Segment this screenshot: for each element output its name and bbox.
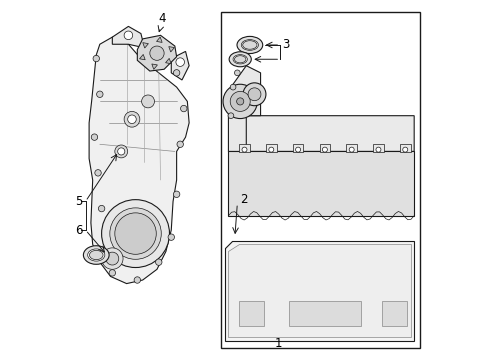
Circle shape (243, 83, 265, 106)
Circle shape (247, 88, 261, 101)
Circle shape (127, 115, 136, 123)
Ellipse shape (83, 246, 109, 264)
Circle shape (173, 191, 180, 198)
Bar (319, 144, 329, 152)
Ellipse shape (89, 250, 103, 260)
Circle shape (223, 84, 257, 118)
Polygon shape (165, 58, 171, 64)
Circle shape (93, 55, 99, 62)
Circle shape (234, 70, 240, 76)
Circle shape (322, 147, 326, 152)
Polygon shape (168, 46, 174, 52)
Circle shape (230, 91, 250, 111)
Circle shape (176, 58, 184, 66)
Text: 6: 6 (75, 224, 82, 237)
Polygon shape (112, 26, 144, 48)
Circle shape (97, 248, 103, 255)
Polygon shape (139, 54, 145, 60)
Circle shape (142, 95, 154, 108)
Polygon shape (228, 116, 413, 152)
Circle shape (141, 48, 147, 55)
Ellipse shape (234, 56, 245, 63)
Bar (265, 144, 276, 152)
Bar (346, 144, 356, 152)
Polygon shape (137, 35, 176, 71)
Text: 4: 4 (158, 12, 166, 24)
Ellipse shape (242, 41, 257, 49)
Circle shape (227, 113, 233, 118)
Polygon shape (228, 152, 413, 216)
Circle shape (102, 248, 123, 269)
Bar (399, 144, 410, 152)
Circle shape (115, 213, 156, 254)
Bar (239, 144, 249, 152)
Ellipse shape (229, 52, 251, 67)
Polygon shape (228, 244, 410, 337)
Text: 5: 5 (75, 195, 82, 208)
Circle shape (180, 105, 186, 112)
Circle shape (348, 147, 353, 152)
Circle shape (155, 259, 162, 265)
Text: 2: 2 (240, 193, 247, 206)
Polygon shape (142, 42, 148, 48)
Polygon shape (224, 241, 413, 341)
Polygon shape (151, 64, 157, 69)
Circle shape (97, 91, 103, 98)
Circle shape (402, 147, 407, 152)
Polygon shape (89, 37, 189, 284)
Circle shape (134, 277, 140, 283)
Circle shape (110, 208, 161, 259)
Bar (288, 301, 360, 327)
Circle shape (98, 205, 104, 212)
Circle shape (106, 252, 119, 265)
Bar (381, 301, 406, 327)
Bar (221, 12, 419, 348)
Circle shape (115, 145, 127, 158)
Ellipse shape (87, 249, 104, 261)
Circle shape (102, 200, 169, 267)
Circle shape (375, 147, 380, 152)
Circle shape (95, 170, 101, 176)
Circle shape (242, 147, 246, 152)
Polygon shape (156, 37, 162, 42)
Bar (292, 144, 303, 152)
Circle shape (118, 148, 124, 155)
Ellipse shape (237, 36, 262, 54)
Polygon shape (171, 51, 189, 80)
Circle shape (124, 31, 132, 40)
Polygon shape (228, 66, 260, 152)
Circle shape (295, 147, 300, 152)
Bar (239, 301, 264, 327)
Bar (372, 144, 383, 152)
Ellipse shape (241, 40, 258, 50)
Text: 3: 3 (282, 39, 289, 51)
Circle shape (173, 69, 180, 76)
Circle shape (268, 147, 273, 152)
Circle shape (177, 141, 183, 148)
Circle shape (91, 134, 98, 140)
Circle shape (168, 234, 174, 240)
Circle shape (236, 98, 244, 105)
Circle shape (230, 84, 235, 90)
Circle shape (109, 270, 115, 276)
Text: 1: 1 (274, 337, 282, 350)
Ellipse shape (233, 55, 247, 64)
Circle shape (149, 46, 164, 60)
Circle shape (124, 111, 140, 127)
